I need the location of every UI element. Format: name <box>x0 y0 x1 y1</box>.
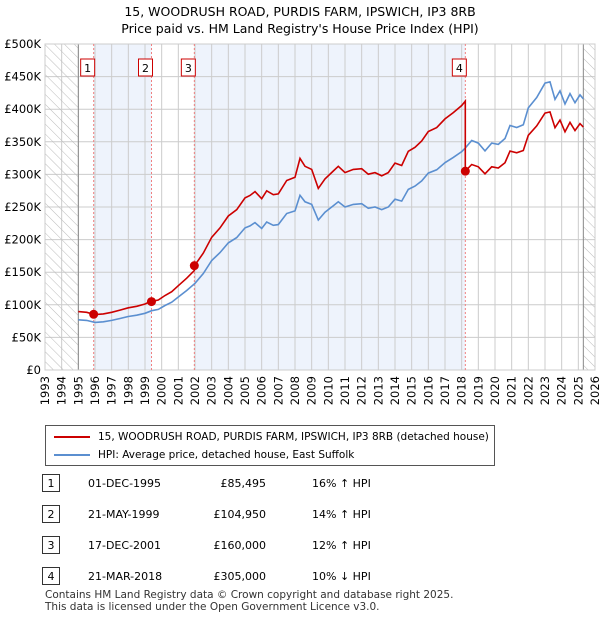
x-tick-label: 1995 <box>71 376 85 405</box>
x-tick-label: 2005 <box>238 376 252 405</box>
sale-point <box>89 309 99 319</box>
y-tick-label: £450K <box>4 70 41 84</box>
x-tick-label: 2000 <box>155 376 169 405</box>
y-tick-label: £0 <box>26 363 41 377</box>
hpi-line <box>78 80 584 324</box>
sale-label-box <box>451 58 467 77</box>
sale-label-box <box>180 58 196 77</box>
sale-label-number: 1 <box>84 62 91 75</box>
sale-date: 17-DEC-2001 <box>88 539 162 552</box>
sale-label-box <box>80 58 96 77</box>
y-tick-label: £200K <box>4 233 41 247</box>
sale-label-number: 4 <box>456 62 463 75</box>
x-tick-label: 2009 <box>305 376 319 405</box>
price-chart: 1 2 3 4 1993 1994 1995 1996 1997 1998 1999 2000 2001… <box>4 37 600 405</box>
legend: 15, WOODRUSH ROAD, PURDIS FARM, IPSWICH,… <box>45 425 495 466</box>
footer-copyright: Contains HM Land Registry data © Crown c… <box>45 589 454 601</box>
y-tick-label: £150K <box>4 265 41 279</box>
x-tick-label: 2013 <box>371 376 385 405</box>
chart-subtitle: Price paid vs. HM Land Registry's House … <box>121 21 479 36</box>
hatched-region <box>45 44 79 370</box>
sale-price: £85,495 <box>220 477 267 490</box>
legend-label-property: 15, WOODRUSH ROAD, PURDIS FARM, IPSWICH,… <box>98 431 489 443</box>
sale-number-badge: 4 <box>42 567 60 585</box>
y-tick-label: £400K <box>4 102 41 116</box>
sale-hpi-diff: 14% ↑ HPI <box>312 508 371 521</box>
x-tick-label: 2010 <box>321 376 335 405</box>
x-tick-label: 2007 <box>271 376 285 405</box>
x-tick-label: 2015 <box>405 376 419 405</box>
x-tick-label: 1993 <box>38 376 52 405</box>
sale-price: £160,000 <box>213 539 267 552</box>
sale-row: 3 17-DEC-2001 £160,000 12% ↑ HPI <box>0 536 600 556</box>
sale-point <box>189 261 199 271</box>
x-tick-label: 2006 <box>255 376 269 405</box>
x-tick-label: 2021 <box>505 376 519 405</box>
x-tick-label: 2025 <box>571 376 585 405</box>
legend-item-hpi: HPI: Average price, detached house, East… <box>54 449 354 461</box>
x-tick-label: 2020 <box>488 376 502 405</box>
x-tick-label: 2026 <box>588 376 600 405</box>
x-tick-label: 2023 <box>538 376 552 405</box>
y-tick-label: £50K <box>12 330 42 344</box>
footer-licence: This data is licensed under the Open Gov… <box>45 601 380 613</box>
plot-border <box>44 43 596 371</box>
sale-date: 21-MAY-1999 <box>88 508 160 521</box>
y-tick-label: £350K <box>4 135 41 149</box>
x-tick-label: 1996 <box>88 376 102 405</box>
x-tick-label: 2011 <box>338 376 352 405</box>
x-tick-label: 2001 <box>171 376 185 405</box>
sale-date: 01-DEC-1995 <box>88 477 162 490</box>
x-tick-label: 2022 <box>521 376 535 405</box>
sale-point <box>460 166 470 176</box>
sale-number-badge: 1 <box>42 474 60 492</box>
x-tick-label: 2002 <box>188 376 202 405</box>
sale-row: 4 21-MAR-2018 £305,000 10% ↓ HPI <box>0 567 600 587</box>
x-tick-label: 2016 <box>421 376 435 405</box>
legend-swatch-hpi <box>54 454 90 456</box>
x-tick-label: 2019 <box>471 376 485 405</box>
property-line <box>78 98 584 316</box>
sale-price: £305,000 <box>213 570 267 583</box>
sale-number-badge: 3 <box>42 536 60 554</box>
x-tick-label: 2008 <box>288 376 302 405</box>
x-tick-label: 2003 <box>205 376 219 405</box>
sale-date: 21-MAR-2018 <box>88 570 163 583</box>
sale-row: 2 21-MAY-1999 £104,950 14% ↑ HPI <box>0 505 600 525</box>
sale-price: £104,950 <box>213 508 267 521</box>
x-tick-label: 2018 <box>455 376 469 405</box>
sale-label-box <box>138 58 153 77</box>
x-tick-label: 1998 <box>121 376 135 405</box>
x-tick-label: 2014 <box>388 376 402 405</box>
sale-row: 1 01-DEC-1995 £85,495 16% ↑ HPI <box>0 474 600 494</box>
chart-title: 15, WOODRUSH ROAD, PURDIS FARM, IPSWICH,… <box>124 4 476 19</box>
sale-label-number: 2 <box>142 62 149 75</box>
y-tick-label: £250K <box>4 200 41 214</box>
x-tick-label: 2004 <box>221 376 235 405</box>
sale-label-number: 3 <box>185 62 192 75</box>
y-tick-label: £100K <box>4 298 41 312</box>
sale-point <box>147 297 156 307</box>
legend-item-property: 15, WOODRUSH ROAD, PURDIS FARM, IPSWICH,… <box>54 431 489 443</box>
x-tick-label: 2024 <box>555 376 569 405</box>
y-tick-label: £500K <box>4 37 41 51</box>
y-tick-label: £300K <box>4 167 41 181</box>
x-tick-label: 1999 <box>138 376 152 405</box>
sale-hpi-diff: 10% ↓ HPI <box>312 570 371 583</box>
legend-label-hpi: HPI: Average price, detached house, East… <box>98 449 355 461</box>
sale-hpi-diff: 12% ↑ HPI <box>312 539 371 552</box>
hatched-region <box>583 44 595 370</box>
legend-swatch-property <box>54 436 90 438</box>
x-tick-label: 2012 <box>355 376 369 405</box>
x-tick-label: 1997 <box>105 376 119 405</box>
sale-hpi-diff: 16% ↑ HPI <box>312 477 371 490</box>
sale-number-badge: 2 <box>42 505 60 523</box>
x-tick-label: 1994 <box>55 376 69 405</box>
x-tick-label: 2017 <box>438 376 452 405</box>
